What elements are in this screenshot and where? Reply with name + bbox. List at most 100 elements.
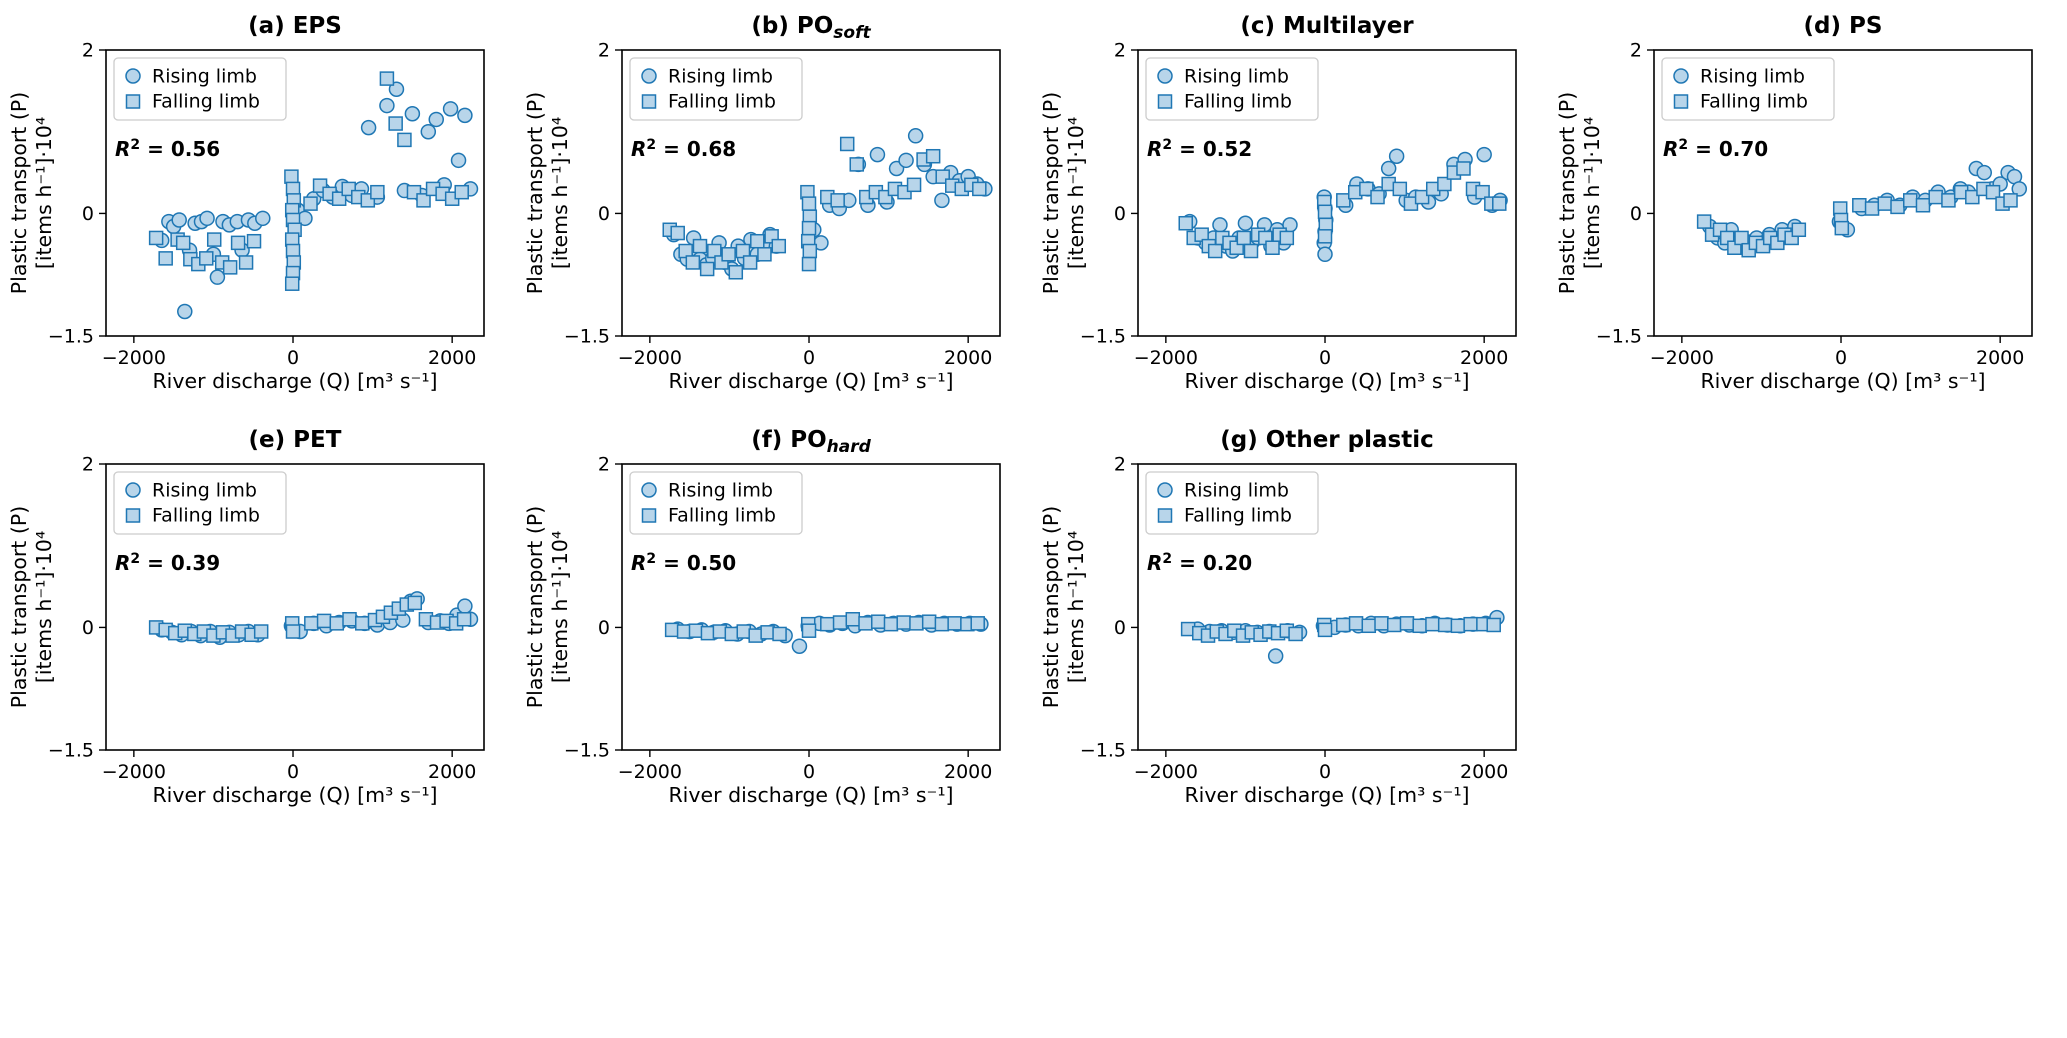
data-point-square [700, 625, 716, 641]
legend-circle-marker [641, 68, 657, 84]
data-point-square [1915, 198, 1931, 213]
data-point-square [1734, 230, 1749, 246]
y-tick-label: 2 [1114, 40, 1126, 62]
data-point-square [303, 196, 318, 211]
data-point-square [1877, 196, 1893, 211]
scatter-plot: (a) EPS −2000 0 2000 2 0 −1.5 River discharge (… [7, 13, 485, 393]
data-point-square [2003, 193, 2018, 208]
legend-circle-marker [125, 68, 141, 84]
data-point-square [1425, 616, 1440, 632]
data-point-square [801, 220, 817, 236]
legend-box [113, 471, 287, 535]
x-tick-label: 2000 [1460, 761, 1508, 783]
r-squared-label: R2 = 0.52 [1147, 137, 1252, 161]
data-point-square [1370, 189, 1385, 205]
r-squared-label: R2 = 0.20 [1147, 551, 1252, 575]
falling-limb-series [1178, 161, 1507, 259]
panel-title: (c) Multilayer [1240, 13, 1414, 39]
legend-box [629, 57, 803, 121]
legend-label-falling: Falling limb [152, 505, 260, 527]
y-tick-label: 0 [82, 617, 94, 639]
legend-label-rising: Rising limb [668, 480, 773, 502]
data-point-circle [209, 269, 226, 285]
scatter-chart-pet: (e) PET −2000 0 2000 2 0 −1.5 River discharge (… [2, 420, 518, 822]
x-axis-label: River discharge (Q) [m³ s⁻¹] [1700, 369, 1985, 393]
data-point-square [772, 626, 787, 642]
y-tick-label: 0 [82, 203, 94, 225]
data-point-square [284, 276, 300, 291]
panel-title: (g) Other plastic [1220, 427, 1433, 453]
y-axis-label-line1: Plastic transport (P) [523, 506, 547, 708]
data-point-square [1437, 176, 1452, 192]
figure-grid: (a) EPS −2000 0 2000 2 0 −1.5 River discharge (… [7, 6, 2066, 818]
panel-po-soft: (b) POsoft −2000 0 2000 2 0 −1.5 River discharg… [518, 6, 1034, 404]
data-point-circle [379, 97, 395, 114]
data-point-square [284, 169, 299, 184]
data-point-circle [177, 303, 193, 320]
data-point-square [858, 616, 873, 631]
falling-limb-series [1180, 616, 1501, 643]
data-point-circle [1317, 246, 1333, 263]
scatter-plot: (f) POhard −2000 0 2000 2 0 −1.5 River discharg… [523, 427, 1001, 807]
data-point-square [685, 255, 701, 270]
data-point-square [1834, 220, 1850, 236]
data-point-square [1450, 618, 1466, 634]
y-axis-label-line1: Plastic transport (P) [1039, 92, 1063, 294]
data-point-square [1386, 617, 1402, 633]
y-axis-label-line2: [items h⁻¹]·10⁴ [32, 531, 56, 683]
x-tick-label: 0 [1319, 347, 1331, 369]
legend-circle-marker [1157, 482, 1173, 498]
legend: Rising limb Falling limb [629, 471, 803, 535]
falling-limb-series [1696, 181, 2018, 258]
y-axis-label-line2: [items h⁻¹]·10⁴ [548, 531, 572, 683]
data-point-circle [1267, 648, 1284, 664]
legend-box [1661, 57, 1835, 121]
x-tick-label: −2000 [102, 347, 166, 369]
data-point-square [1348, 616, 1364, 631]
data-point-circle [869, 146, 886, 163]
x-tick-label: −2000 [1650, 347, 1714, 369]
data-point-square [1392, 181, 1408, 197]
scatter-chart-ps: (d) PS −2000 0 2000 2 0 −1.5 River discharge (Q… [1550, 6, 2066, 408]
data-point-square [1437, 617, 1453, 633]
legend-circle-marker [125, 482, 141, 498]
legend-label-rising: Rising limb [1700, 66, 1805, 88]
y-tick-label: 0 [598, 203, 610, 225]
data-point-square [1412, 618, 1427, 634]
x-tick-label: 2000 [944, 761, 992, 783]
legend: Rising limb Falling limb [1661, 57, 1835, 121]
x-tick-label: 0 [287, 761, 299, 783]
data-point-circle [255, 210, 271, 227]
x-tick-label: −2000 [1134, 761, 1198, 783]
x-axis-label: River discharge (Q) [m³ s⁻¹] [1184, 783, 1469, 807]
data-point-circle [199, 210, 215, 227]
data-point-square [1475, 184, 1490, 200]
y-axis-label-line2: [items h⁻¹]·10⁴ [1064, 117, 1088, 269]
panel-title: (e) PET [249, 427, 342, 453]
data-point-square [676, 624, 692, 639]
plot-frame [105, 463, 485, 751]
data-point-square [1399, 616, 1415, 631]
data-point-circle [1237, 215, 1254, 231]
legend: Rising limb Falling limb [1145, 57, 1319, 121]
y-axis-label-line1: Plastic transport (P) [7, 92, 31, 294]
data-point-square [342, 612, 357, 627]
data-point-square [670, 225, 685, 241]
data-point-square [1359, 181, 1374, 197]
data-point-square [849, 157, 865, 172]
falling-limb-series [662, 136, 987, 280]
legend-square-marker [125, 94, 141, 109]
data-point-square [839, 136, 855, 152]
data-point-square [1890, 199, 1905, 215]
legend: Rising limb Falling limb [1145, 471, 1319, 535]
panel-title: (d) PS [1804, 13, 1883, 39]
data-point-square [354, 616, 370, 631]
panel-other-plastic: (g) Other plastic −2000 0 2000 2 0 −1.5 River d… [1034, 420, 1550, 818]
data-point-square [1414, 189, 1430, 205]
data-point-square [1336, 193, 1351, 208]
data-point-square [947, 616, 962, 631]
x-tick-label: 0 [1319, 761, 1331, 783]
data-point-square [1361, 618, 1377, 634]
x-tick-label: −2000 [102, 761, 166, 783]
data-point-square [158, 251, 173, 266]
